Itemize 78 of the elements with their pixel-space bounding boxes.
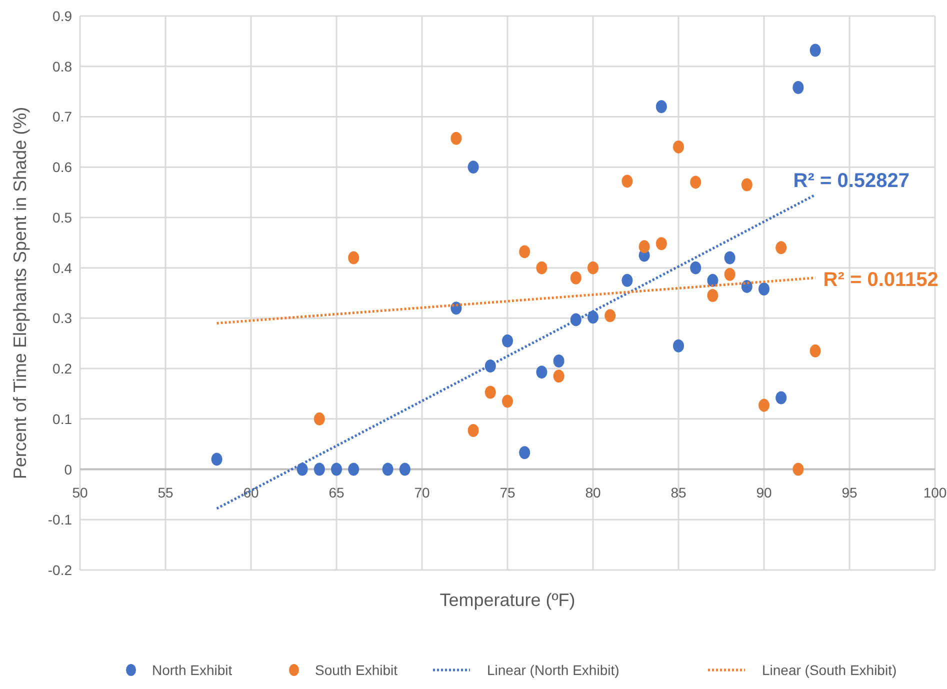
point <box>741 178 752 192</box>
x-tick-label: 100 <box>923 484 947 500</box>
x-tick-label: 55 <box>158 484 174 500</box>
point <box>382 462 394 476</box>
y-tick-label: 0.3 <box>52 310 72 326</box>
y-axis-title: Percent of Time Elephants Spent in Shade (%) <box>10 106 30 480</box>
point <box>792 81 804 94</box>
point <box>519 245 530 258</box>
point <box>673 339 684 352</box>
point <box>502 334 513 348</box>
point <box>656 237 667 250</box>
y-tick-label: 0.1 <box>52 410 72 427</box>
point <box>536 261 548 274</box>
point <box>810 344 821 358</box>
point <box>673 140 684 154</box>
annotation: R² = 0.52827 <box>793 170 910 192</box>
y-tick-label: 0.4 <box>52 260 72 276</box>
x-tick-label: 90 <box>756 484 772 500</box>
point <box>792 462 804 476</box>
y-tick-label: 0.7 <box>52 108 72 125</box>
point <box>468 424 479 437</box>
point <box>331 462 342 476</box>
x-tick-label: 70 <box>414 484 430 500</box>
point <box>758 282 770 296</box>
point <box>484 386 496 399</box>
y-tick-label: 0.2 <box>52 360 72 377</box>
point <box>690 261 702 274</box>
point <box>707 274 718 287</box>
y-tick-label: 0.6 <box>52 159 72 176</box>
point <box>810 44 821 57</box>
point <box>450 132 462 145</box>
point <box>553 354 564 368</box>
legend-label: North Exhibit <box>152 662 232 678</box>
point <box>399 462 410 476</box>
legend-label: Linear (South Exhibit) <box>762 662 897 678</box>
x-tick-label: 50 <box>72 484 88 500</box>
point <box>690 176 702 189</box>
point <box>211 452 222 466</box>
point <box>314 462 325 476</box>
point <box>296 462 308 476</box>
x-tick-label: 80 <box>585 484 601 500</box>
point <box>622 274 633 287</box>
point <box>468 160 479 174</box>
point <box>724 251 736 264</box>
point <box>758 398 770 412</box>
y-tick-label: -0.2 <box>48 562 72 578</box>
point <box>570 271 582 284</box>
point <box>622 174 633 188</box>
point <box>502 394 513 408</box>
legend-label: Linear (North Exhibit) <box>487 662 620 678</box>
x-axis-title: Temperature (ºF) <box>440 590 576 610</box>
point <box>348 251 360 264</box>
point <box>604 309 616 322</box>
x-tick-label: 65 <box>328 484 344 500</box>
point <box>314 412 325 426</box>
point <box>638 240 650 254</box>
y-tick-label: 0.5 <box>52 209 72 226</box>
point <box>776 241 787 254</box>
point <box>741 280 752 293</box>
y-tick-label: 0 <box>64 461 72 478</box>
point <box>776 391 787 404</box>
x-tick-label: 95 <box>842 484 858 500</box>
point <box>519 446 530 460</box>
legend-label: South Exhibit <box>315 662 398 678</box>
x-tick-label: 75 <box>500 484 516 500</box>
point <box>707 289 718 302</box>
x-tick-label: 85 <box>670 484 686 500</box>
point <box>724 268 736 281</box>
point <box>656 100 667 114</box>
point <box>348 462 360 476</box>
y-tick-label: -0.1 <box>48 512 72 528</box>
point <box>536 366 548 379</box>
annotation: R² = 0.01152 <box>823 268 938 291</box>
point <box>588 310 598 324</box>
y-tick-label: 0.9 <box>52 8 72 24</box>
point <box>588 261 598 274</box>
y-tick-label: 0.8 <box>52 58 72 74</box>
point <box>553 370 564 383</box>
